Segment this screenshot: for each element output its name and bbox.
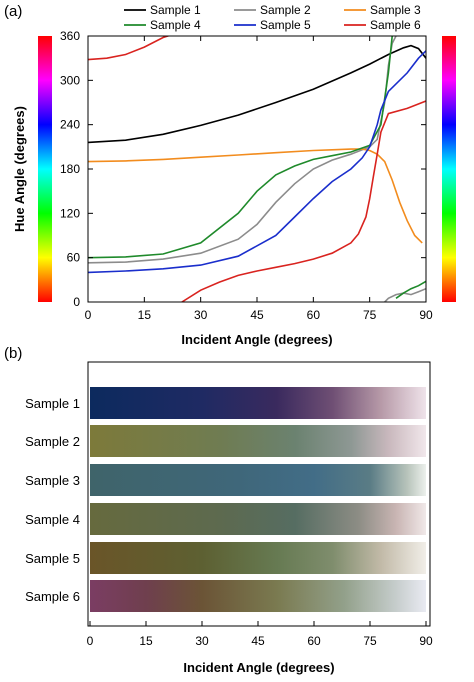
sample-6-line-wrapped xyxy=(181,100,426,302)
x-tick-label-b: 15 xyxy=(139,634,153,648)
row-label-sample-2: Sample 2 xyxy=(25,434,80,449)
legend: Sample 1 Sample 2 Sample 3 Sample 4 Sample 5… xyxy=(124,3,421,32)
swatch-row-sample-6 xyxy=(90,580,426,612)
row-label-sample-3: Sample 3 xyxy=(25,473,80,488)
swatch-row-sample-3 xyxy=(90,464,426,496)
sample-3-line xyxy=(88,148,423,244)
legend-label-sample-2: Sample 2 xyxy=(260,3,311,17)
y-tick-label: 60 xyxy=(67,251,81,265)
swatch-row-sample-1 xyxy=(90,387,426,419)
row-label-sample-5: Sample 5 xyxy=(25,551,80,566)
legend-label-sample-3: Sample 3 xyxy=(370,3,421,17)
x-tick-label-b: 45 xyxy=(251,634,265,648)
swatch-ticks: 0 15 30 45 60 75 90 xyxy=(87,621,433,648)
sample-4-line xyxy=(88,36,393,259)
x-tick-label-b: 75 xyxy=(363,634,377,648)
x-tick-label: 0 xyxy=(85,308,92,322)
y-axis-title: Hue Angle (degrees) xyxy=(12,106,27,232)
x-tick-label: 15 xyxy=(138,308,152,322)
swatch-frame xyxy=(87,361,431,627)
y-tick-label: 240 xyxy=(60,118,80,132)
color-swatch-panel: Sample 1 Sample 2 Sample 3 Sample 4 Sample 5… xyxy=(25,361,433,648)
sample-6-line xyxy=(88,36,171,61)
legend-label-sample-4: Sample 4 xyxy=(150,18,201,32)
row-label-sample-4: Sample 4 xyxy=(25,512,80,527)
hue-colorbar-left xyxy=(38,36,52,302)
x-tick-label: 45 xyxy=(250,308,264,322)
sample-5-line xyxy=(88,50,426,274)
x-tick-label-b: 30 xyxy=(195,634,209,648)
x-axis-title: Incident Angle (degrees) xyxy=(181,332,332,347)
y-tick-label: 360 xyxy=(60,29,80,43)
x-tick-label: 60 xyxy=(307,308,321,322)
x-axis-title-b: Incident Angle (degrees) xyxy=(183,660,334,675)
sample-1-line xyxy=(88,44,426,144)
hue-angle-plot: 0 15 30 45 60 75 90 0 60 120 180 240 300 360 xyxy=(60,29,433,322)
x-tick-label-b: 90 xyxy=(419,634,433,648)
swatch-rows: Sample 1 Sample 2 Sample 3 Sample 4 Sample 5… xyxy=(25,387,426,612)
row-label-sample-6: Sample 6 xyxy=(25,589,80,604)
y-tick-label: 120 xyxy=(60,206,80,220)
swatch-row-sample-4 xyxy=(90,503,426,535)
sample-2-line-wrapped xyxy=(384,287,426,302)
panel-a-label: (a) xyxy=(4,3,22,20)
y-tick-label: 180 xyxy=(60,162,80,176)
y-tick-label: 300 xyxy=(60,73,80,87)
x-tick-label-b: 60 xyxy=(307,634,321,648)
legend-label-sample-6: Sample 6 xyxy=(370,18,421,32)
legend-label-sample-5: Sample 5 xyxy=(260,18,311,32)
sample-4-line-wrapped xyxy=(395,280,426,299)
x-tick-label: 75 xyxy=(363,308,377,322)
row-label-sample-1: Sample 1 xyxy=(25,396,80,411)
swatch-row-sample-5 xyxy=(90,542,426,574)
plot-ticks: 0 15 30 45 60 75 90 0 60 120 180 240 300 360 xyxy=(60,29,433,322)
x-tick-label: 90 xyxy=(419,308,433,322)
panel-b-label: (b) xyxy=(4,345,22,362)
legend-label-sample-1: Sample 1 xyxy=(150,3,201,17)
plot-lines xyxy=(88,36,426,302)
x-tick-label-b: 0 xyxy=(87,634,94,648)
hue-colorbar-right xyxy=(442,36,456,302)
swatch-row-sample-2 xyxy=(90,425,426,457)
y-tick-label: 0 xyxy=(73,295,80,309)
x-tick-label: 30 xyxy=(194,308,208,322)
